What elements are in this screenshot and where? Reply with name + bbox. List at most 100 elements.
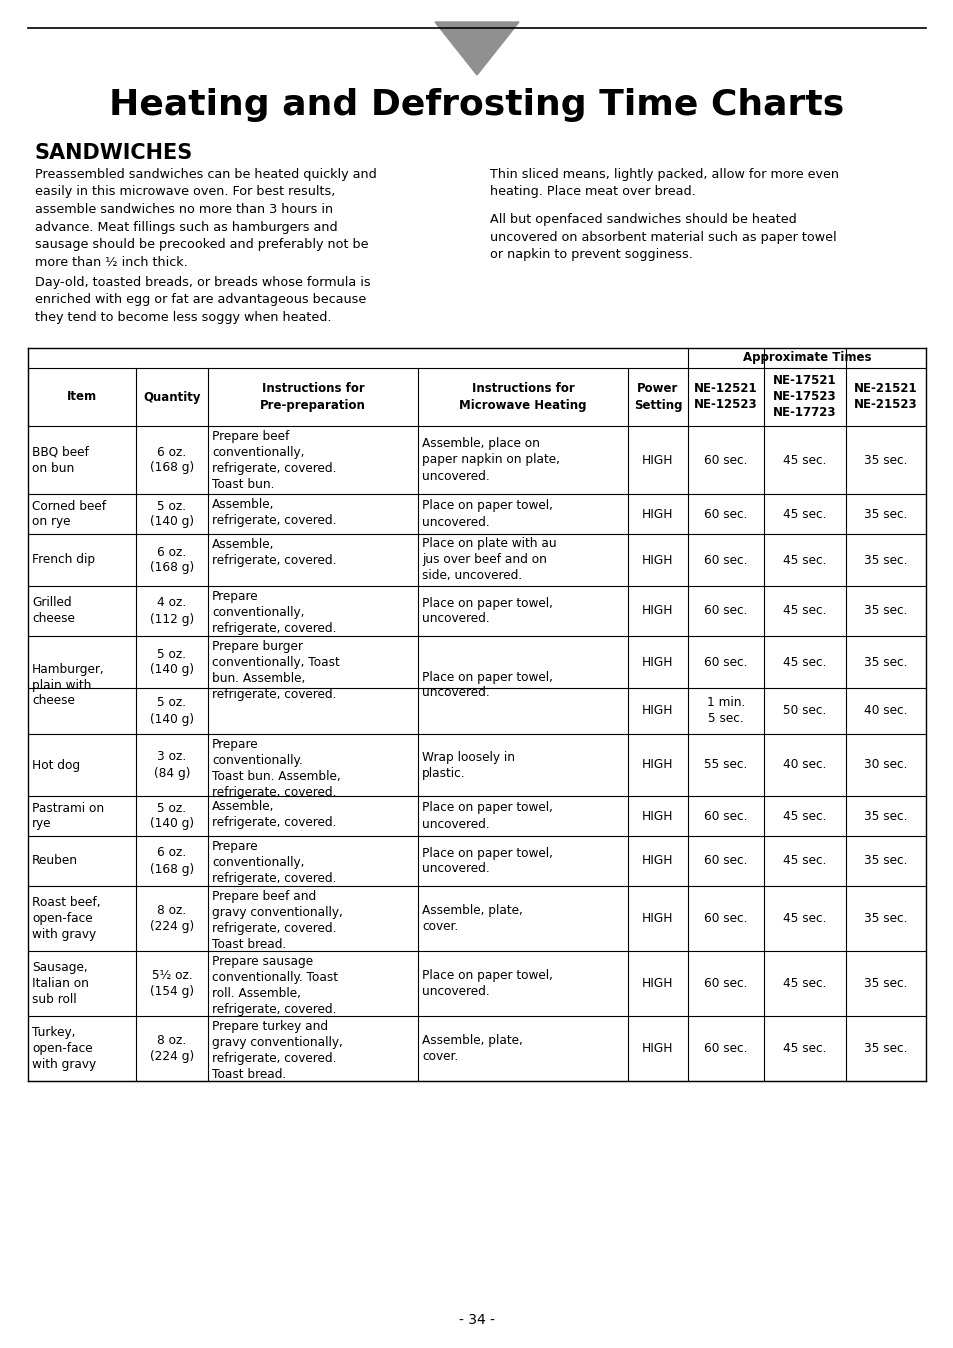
Text: Place on paper towel,
uncovered.: Place on paper towel, uncovered. — [421, 969, 553, 998]
Text: Place on paper towel,
uncovered.: Place on paper towel, uncovered. — [421, 847, 553, 875]
Text: All but openfaced sandwiches should be heated
uncovered on absorbent material su: All but openfaced sandwiches should be h… — [490, 213, 836, 262]
Text: Assemble,
refrigerate, covered.: Assemble, refrigerate, covered. — [212, 799, 336, 829]
Text: Instructions for
Pre-preparation: Instructions for Pre-preparation — [260, 383, 366, 411]
Text: Prepare
conventionally,
refrigerate, covered.: Prepare conventionally, refrigerate, cov… — [212, 840, 336, 886]
Text: 45 sec.: 45 sec. — [782, 913, 826, 925]
Text: BBQ beef
on bun: BBQ beef on bun — [32, 445, 89, 474]
Text: French dip: French dip — [32, 554, 95, 566]
Text: 35 sec.: 35 sec. — [863, 977, 906, 989]
Text: Place on paper towel,
uncovered.: Place on paper towel, uncovered. — [421, 802, 553, 830]
Text: Hamburger,
plain with
cheese: Hamburger, plain with cheese — [32, 662, 105, 708]
Text: 60 sec.: 60 sec. — [703, 507, 747, 520]
Text: 35 sec.: 35 sec. — [863, 507, 906, 520]
Text: Power
Setting: Power Setting — [633, 383, 681, 411]
Text: 45 sec.: 45 sec. — [782, 855, 826, 868]
Text: 45 sec.: 45 sec. — [782, 655, 826, 669]
Text: Prepare beef and
gravy conventionally,
refrigerate, covered.
Toast bread.: Prepare beef and gravy conventionally, r… — [212, 890, 342, 950]
Text: 40 sec.: 40 sec. — [863, 705, 906, 717]
Text: 45 sec.: 45 sec. — [782, 604, 826, 617]
Text: Prepare beef
conventionally,
refrigerate, covered.
Toast bun.: Prepare beef conventionally, refrigerate… — [212, 430, 336, 491]
Text: Approximate Times: Approximate Times — [742, 352, 870, 364]
Text: 45 sec.: 45 sec. — [782, 977, 826, 989]
Text: 35 sec.: 35 sec. — [863, 554, 906, 566]
Text: 35 sec.: 35 sec. — [863, 604, 906, 617]
Text: Assemble, plate,
cover.: Assemble, plate, cover. — [421, 905, 522, 933]
Text: 6 oz.
(168 g): 6 oz. (168 g) — [150, 546, 193, 574]
Text: 60 sec.: 60 sec. — [703, 655, 747, 669]
Text: 6 oz.
(168 g): 6 oz. (168 g) — [150, 445, 193, 474]
Text: HIGH: HIGH — [641, 705, 673, 717]
Text: 35 sec.: 35 sec. — [863, 453, 906, 466]
Text: 60 sec.: 60 sec. — [703, 913, 747, 925]
Text: 35 sec.: 35 sec. — [863, 913, 906, 925]
Text: Turkey,
open-face
with gravy: Turkey, open-face with gravy — [32, 1026, 96, 1072]
Text: HIGH: HIGH — [641, 554, 673, 566]
Text: 45 sec.: 45 sec. — [782, 453, 826, 466]
Text: Wrap loosely in
plastic.: Wrap loosely in plastic. — [421, 751, 515, 779]
Text: 30 sec.: 30 sec. — [863, 759, 906, 771]
Text: 55 sec.: 55 sec. — [703, 759, 747, 771]
Text: Place on paper towel,
uncovered.: Place on paper towel, uncovered. — [421, 500, 553, 528]
Text: - 34 -: - 34 - — [458, 1313, 495, 1326]
Text: 35 sec.: 35 sec. — [863, 855, 906, 868]
Text: 45 sec.: 45 sec. — [782, 1042, 826, 1055]
Text: 45 sec.: 45 sec. — [782, 507, 826, 520]
Text: 60 sec.: 60 sec. — [703, 1042, 747, 1055]
Text: Thin sliced means, lightly packed, allow for more even
heating. Place meat over : Thin sliced means, lightly packed, allow… — [490, 168, 838, 198]
Text: HIGH: HIGH — [641, 977, 673, 989]
Text: Hot dog: Hot dog — [32, 759, 80, 771]
Text: Reuben: Reuben — [32, 855, 78, 868]
Text: HIGH: HIGH — [641, 810, 673, 822]
Text: 5 oz.
(140 g): 5 oz. (140 g) — [150, 697, 193, 725]
Text: 60 sec.: 60 sec. — [703, 453, 747, 466]
Text: 35 sec.: 35 sec. — [863, 1042, 906, 1055]
Text: Place on plate with au
jus over beef and on
side, uncovered.: Place on plate with au jus over beef and… — [421, 538, 556, 582]
Text: SANDWICHES: SANDWICHES — [35, 143, 193, 163]
Text: 35 sec.: 35 sec. — [863, 655, 906, 669]
Text: Preassembled sandwiches can be heated quickly and
easily in this microwave oven.: Preassembled sandwiches can be heated qu… — [35, 168, 376, 268]
Text: Assemble,
refrigerate, covered.: Assemble, refrigerate, covered. — [212, 538, 336, 568]
Text: 5 oz.
(140 g): 5 oz. (140 g) — [150, 500, 193, 528]
Text: Sausage,
Italian on
sub roll: Sausage, Italian on sub roll — [32, 961, 89, 1006]
Text: 45 sec.: 45 sec. — [782, 554, 826, 566]
Text: NE-12521
NE-12523: NE-12521 NE-12523 — [694, 383, 757, 411]
Text: Prepare
conventionally,
refrigerate, covered.: Prepare conventionally, refrigerate, cov… — [212, 590, 336, 635]
Text: 1 min.
5 sec.: 1 min. 5 sec. — [706, 697, 744, 725]
Text: 50 sec.: 50 sec. — [782, 705, 825, 717]
Text: HIGH: HIGH — [641, 1042, 673, 1055]
Text: Assemble,
refrigerate, covered.: Assemble, refrigerate, covered. — [212, 497, 336, 527]
Text: 3 oz.
(84 g): 3 oz. (84 g) — [153, 751, 190, 779]
Text: Roast beef,
open-face
with gravy: Roast beef, open-face with gravy — [32, 896, 100, 941]
Text: Grilled
cheese: Grilled cheese — [32, 597, 74, 625]
Text: Prepare burger
conventionally, Toast
bun. Assemble,
refrigerate, covered.: Prepare burger conventionally, Toast bun… — [212, 640, 339, 701]
Text: Prepare sausage
conventionally. Toast
roll. Assemble,
refrigerate, covered.: Prepare sausage conventionally. Toast ro… — [212, 954, 337, 1016]
Text: 60 sec.: 60 sec. — [703, 810, 747, 822]
Text: 5 oz.
(140 g): 5 oz. (140 g) — [150, 802, 193, 830]
Text: HIGH: HIGH — [641, 655, 673, 669]
Text: HIGH: HIGH — [641, 855, 673, 868]
Text: 45 sec.: 45 sec. — [782, 810, 826, 822]
Text: HIGH: HIGH — [641, 759, 673, 771]
Text: 5½ oz.
(154 g): 5½ oz. (154 g) — [150, 969, 193, 998]
Text: HIGH: HIGH — [641, 913, 673, 925]
Text: Prepare
conventionally.
Toast bun. Assemble,
refrigerate, covered.: Prepare conventionally. Toast bun. Assem… — [212, 737, 340, 799]
Text: HIGH: HIGH — [641, 453, 673, 466]
Text: Instructions for
Microwave Heating: Instructions for Microwave Heating — [458, 383, 586, 411]
Text: 6 oz.
(168 g): 6 oz. (168 g) — [150, 847, 193, 875]
Text: 60 sec.: 60 sec. — [703, 977, 747, 989]
Text: Corned beef
on rye: Corned beef on rye — [32, 500, 106, 528]
Text: Pastrami on
rye: Pastrami on rye — [32, 802, 104, 830]
Text: 60 sec.: 60 sec. — [703, 604, 747, 617]
Text: Item: Item — [67, 391, 97, 403]
Text: 5 oz.
(140 g): 5 oz. (140 g) — [150, 647, 193, 677]
Text: Heating and Defrosting Time Charts: Heating and Defrosting Time Charts — [110, 88, 843, 123]
Text: NE-21521
NE-21523: NE-21521 NE-21523 — [853, 383, 917, 411]
Text: HIGH: HIGH — [641, 604, 673, 617]
Text: Day-old, toasted breads, or breads whose formula is
enriched with egg or fat are: Day-old, toasted breads, or breads whose… — [35, 276, 370, 324]
Text: Assemble, place on
paper napkin on plate,
uncovered.: Assemble, place on paper napkin on plate… — [421, 438, 559, 483]
Text: Place on paper towel,
uncovered.: Place on paper towel, uncovered. — [421, 670, 553, 700]
Text: 35 sec.: 35 sec. — [863, 810, 906, 822]
Text: Place on paper towel,
uncovered.: Place on paper towel, uncovered. — [421, 597, 553, 625]
Text: Assemble, plate,
cover.: Assemble, plate, cover. — [421, 1034, 522, 1064]
Text: 40 sec.: 40 sec. — [782, 759, 826, 771]
